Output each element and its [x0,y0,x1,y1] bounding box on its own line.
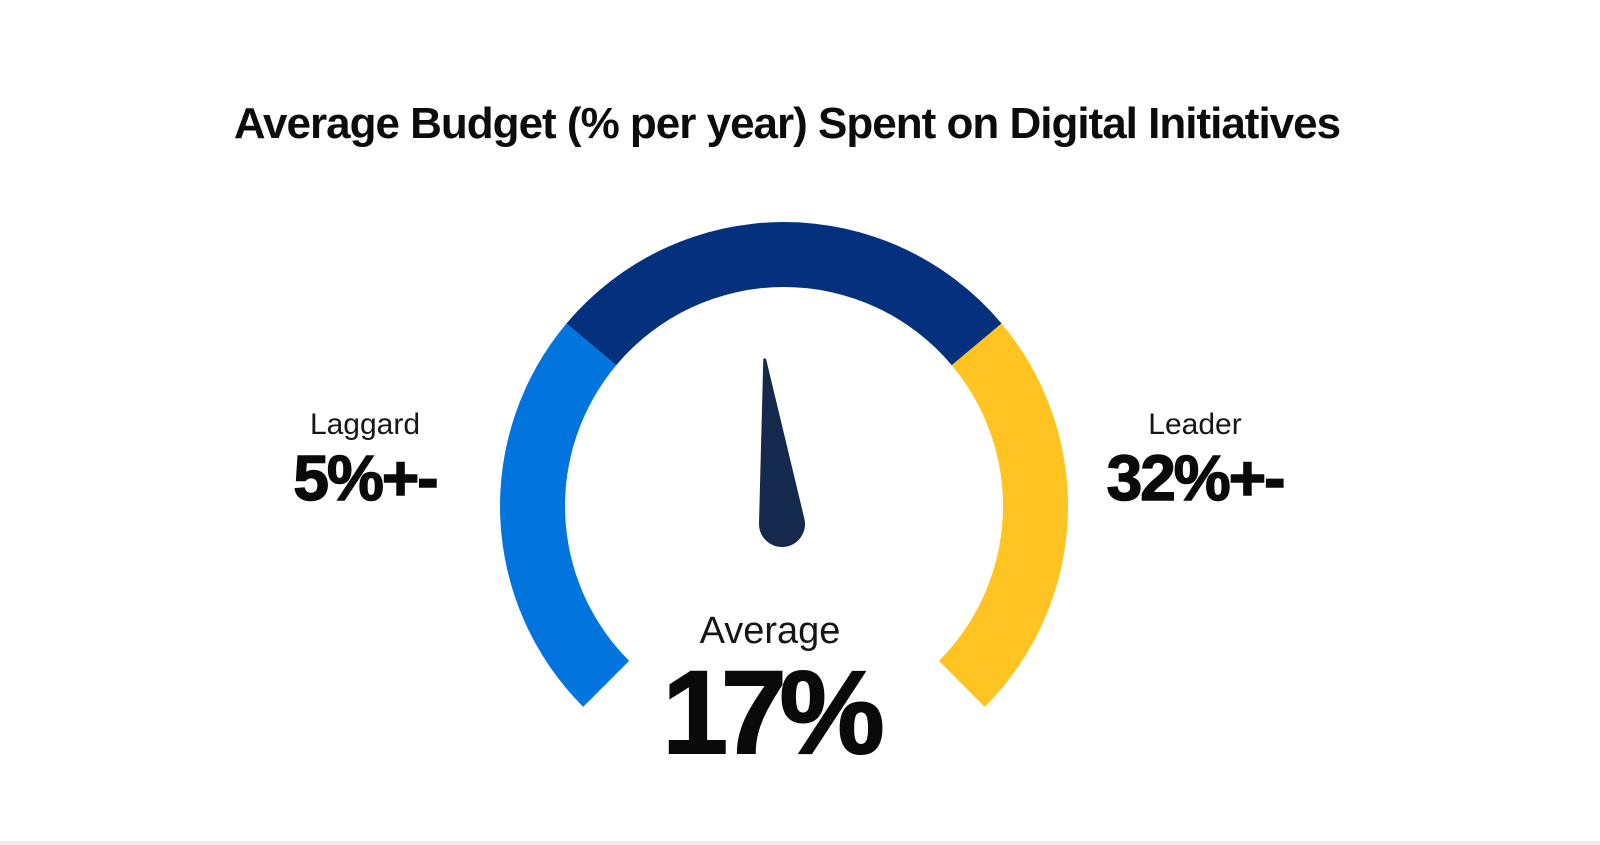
laggard-label: Laggard [309,408,421,441]
leader-label-group: Leader 32%+- [1045,408,1345,514]
laggard-label-group: Laggard 5%+- [215,408,515,514]
leader-value: 32%+- [1106,442,1286,514]
average-value: 17% [661,647,885,779]
gauge-segment-leader-range [938,323,1068,707]
average-label: Average [699,610,841,652]
gauge-needle [759,358,805,547]
leader-label: Leader [1148,408,1242,441]
chart-title: Average Budget (% per year) Spent on Dig… [233,99,1341,148]
average-label-group: Average 17% [620,610,920,779]
gauge-segment-average-range [566,221,1002,366]
page-bottom-border [0,841,1600,845]
gauge-segment-laggard-range [500,323,630,707]
laggard-value: 5%+- [293,442,440,514]
